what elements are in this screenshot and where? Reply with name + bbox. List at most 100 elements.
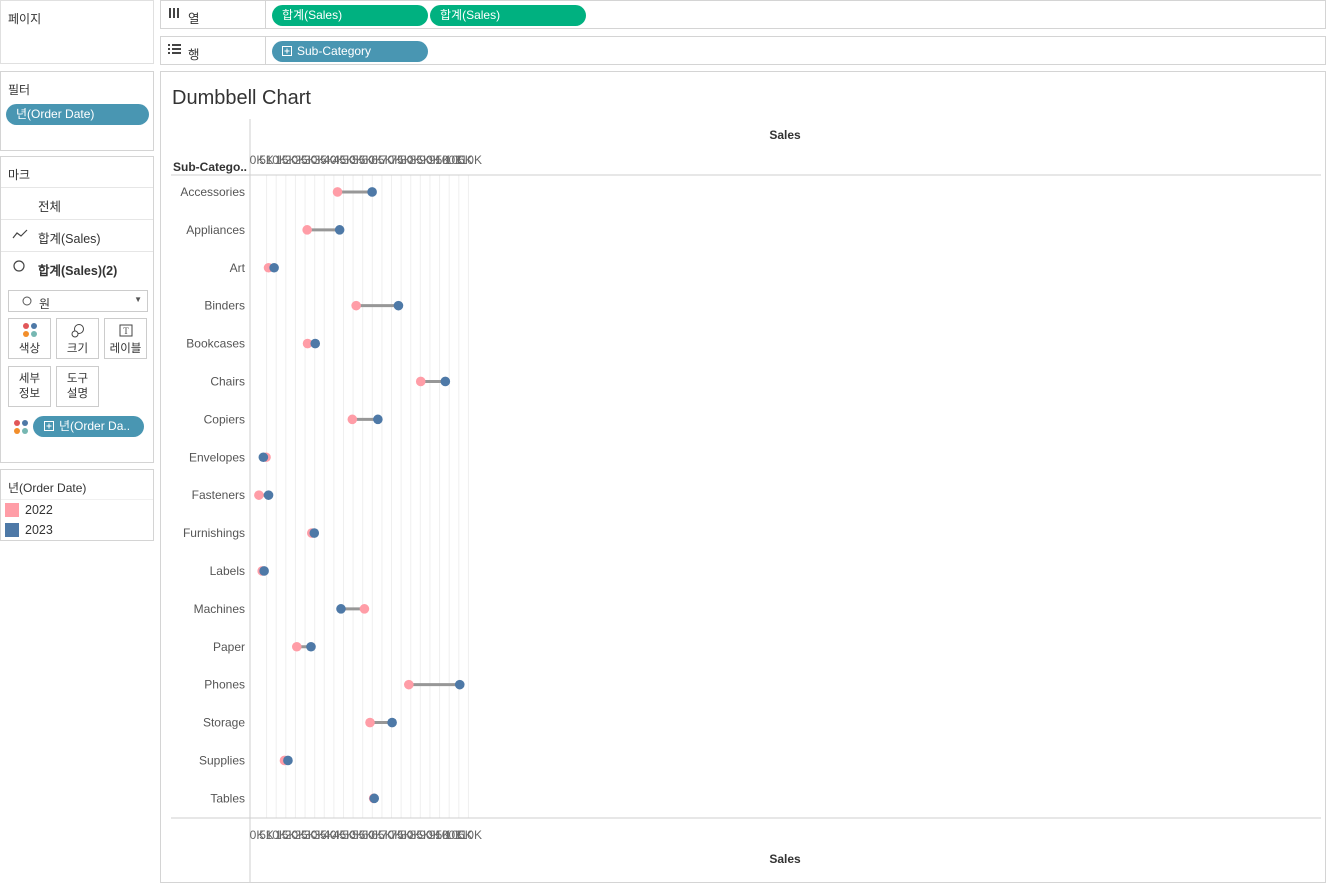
rows-pill-label: Sub-Category (297, 44, 372, 58)
x-tick-label-bottom: 60K (362, 828, 383, 842)
x-tick-label-top: 50K (342, 153, 363, 167)
x-tick-label-bottom: 85K (410, 828, 431, 842)
dot-2022 (404, 679, 414, 690)
dot-2023 (454, 679, 465, 690)
dot-2023 (269, 262, 279, 273)
columns-shelf-header: 열 (161, 1, 266, 28)
category-label: Machines (194, 602, 245, 616)
dot-2023 (336, 604, 346, 614)
legend-swatch-2022 (5, 503, 19, 517)
x-tick-label-top: 95K (429, 153, 450, 167)
x-tick-label-bottom: 20K (285, 828, 306, 842)
columns-pill-sales-2[interactable]: 합계(Sales) (430, 5, 586, 26)
color-legend-panel: 년(Order Date) 2022 2023 (0, 469, 154, 541)
label-button[interactable]: T 레이블 (104, 318, 147, 359)
marks-tab-sales-2-label: 합계(Sales)(2) (38, 264, 118, 278)
rows-shelf-header: 행 (161, 37, 266, 64)
dot-2023 (440, 376, 451, 387)
marks-tab-all[interactable]: 전체 (1, 187, 153, 219)
pages-panel: 페이지 (0, 0, 154, 64)
x-tick-label-bottom: 110K (455, 828, 482, 842)
dot-2023 (387, 717, 397, 728)
category-label: Storage (203, 716, 245, 730)
color-button[interactable]: 색상 (8, 318, 51, 359)
filter-pill-order-date[interactable]: 년(Order Date) (6, 104, 149, 125)
dot-2023 (309, 528, 320, 538)
marks-tab-sales-2[interactable]: 합계(Sales)(2) (1, 251, 153, 283)
x-tick-label-top: 85K (410, 153, 431, 167)
size-button[interactable]: 크기 (56, 318, 99, 359)
dot-2023 (369, 793, 380, 804)
marks-title: 마크 (8, 168, 31, 182)
x-tick-label-top: 30K (304, 153, 325, 167)
rows-icon (168, 43, 181, 58)
x-tick-label-top: 100K (435, 153, 463, 167)
x-tick-label-top: 40K (323, 153, 344, 167)
legend-title: 년(Order Date) (8, 481, 87, 495)
dot-2023 (306, 641, 316, 652)
rows-shelf[interactable]: 행 Sub-Category (160, 36, 1326, 65)
x-tick-label-bottom: 0K (250, 828, 265, 842)
x-tick-label-bottom: 100K (435, 828, 463, 842)
rows-shelf-label: 행 (188, 48, 200, 62)
tooltip-button[interactable]: 도구 설명 (56, 366, 99, 407)
category-label: Binders (204, 299, 245, 313)
text-label-icon: T (105, 323, 146, 339)
circle-icon (21, 294, 33, 309)
dot-2023 (263, 490, 274, 500)
columns-shelf[interactable]: 열 합계(Sales) 합계(Sales) (160, 0, 1326, 29)
x-tick-label-bottom: 30K (304, 828, 325, 842)
dot-2023 (258, 452, 269, 463)
dot-2022 (365, 717, 375, 728)
dot-2022 (254, 490, 264, 500)
category-label: Supplies (199, 753, 245, 767)
category-label: Paper (213, 640, 245, 654)
row-header-title: Sub-Catego.. (173, 160, 247, 174)
x-tick-label-top: 45K (333, 153, 354, 167)
dot-2023 (259, 566, 269, 576)
x-tick-label-top: 0K (250, 153, 265, 167)
columns-icon (168, 7, 180, 22)
dot-2022 (351, 300, 361, 311)
marks-tab-all-label: 전체 (38, 200, 62, 214)
x-tick-label-top: 90K (419, 153, 440, 167)
tooltip-button-label-1: 도구 (66, 373, 89, 385)
color-encoding-icon (14, 420, 28, 434)
category-label: Fasteners (192, 488, 245, 502)
x-tick-label-bottom: 5K (259, 828, 274, 842)
color-button-label: 색상 (18, 343, 41, 355)
filters-panel: 필터 년(Order Date) (0, 71, 154, 151)
x-tick-label-top: 65K (371, 153, 392, 167)
x-tick-label-top: 80K (400, 153, 421, 167)
svg-text:T: T (123, 326, 129, 336)
label-button-label: 레이블 (109, 343, 142, 355)
size-button-label: 크기 (66, 343, 89, 355)
detail-button[interactable]: 세부 정보 (8, 366, 51, 407)
category-label: Accessories (180, 185, 245, 199)
color-pill-order-date[interactable]: 년(Order Da.. (33, 416, 144, 437)
category-label: Appliances (186, 223, 245, 237)
mark-type-label: 원 (39, 297, 51, 311)
pages-title: 페이지 (8, 12, 42, 26)
category-label: Envelopes (189, 450, 245, 464)
rows-pill-sub-category[interactable]: Sub-Category (272, 41, 428, 62)
dot-2023 (310, 338, 321, 349)
category-label: Phones (204, 678, 245, 692)
x-tick-label-bottom: 55K (352, 828, 373, 842)
dot-2023 (367, 187, 377, 197)
dot-2023 (393, 300, 404, 311)
sheet-title: Dumbbell Chart (172, 87, 311, 109)
worksheet: Dumbbell Chart Sales Sales Sub-Catego.. 0K 0… (160, 71, 1326, 883)
x-tick-label-bottom: 45K (333, 828, 354, 842)
legend-label-2023: 2023 (25, 523, 53, 537)
x-tick-label-bottom: 95K (429, 828, 450, 842)
category-label: Labels (210, 564, 245, 578)
dot-2022 (359, 604, 370, 614)
x-tick-label-top: 70K (381, 153, 402, 167)
columns-shelf-label: 열 (188, 12, 200, 26)
category-label: Bookcases (186, 337, 245, 351)
mark-type-dropdown[interactable]: 원 ▼ (8, 290, 148, 312)
marks-tab-sales[interactable]: 합계(Sales) (1, 219, 153, 251)
x-tick-label-top: 5K (259, 153, 274, 167)
columns-pill-sales-1[interactable]: 합계(Sales) (272, 5, 428, 26)
